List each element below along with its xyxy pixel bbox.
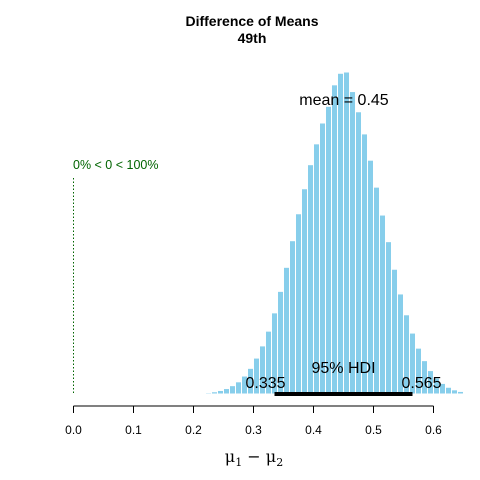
histogram-bar — [391, 268, 398, 395]
x-tick-label: 0.5 — [365, 423, 382, 437]
histogram-bar — [295, 213, 302, 395]
histogram-bar — [385, 241, 392, 395]
histogram-bar — [229, 385, 236, 395]
x-axis: 0.0 0.1 0.2 0.3 0.4 0.5 0.6 — [65, 405, 442, 437]
histogram-bar — [319, 122, 326, 395]
histogram-bar — [367, 159, 374, 395]
histogram-bar — [379, 214, 386, 395]
chart-subtitle: 49th — [238, 30, 267, 46]
histogram-bar — [457, 390, 464, 395]
histogram-bar — [349, 91, 356, 395]
x-tick-label: 0.4 — [305, 423, 322, 437]
hdi-high-label: 0.565 — [401, 375, 441, 392]
histogram-bar — [205, 392, 212, 395]
histogram-bar — [301, 188, 308, 395]
hdi-label: 95% HDI — [311, 360, 375, 377]
x-axis-label: μ1 − μ2 — [225, 447, 283, 469]
histogram-bar — [235, 381, 242, 395]
chart-title: Difference of Means — [185, 13, 318, 29]
x-tick-label: 0.1 — [125, 423, 142, 437]
histogram-bar — [313, 143, 320, 395]
x-tick-label: 0.2 — [185, 423, 202, 437]
histogram-bar — [211, 391, 218, 395]
histogram-bar — [445, 386, 452, 395]
histogram-bars — [193, 71, 464, 395]
histogram-bar — [337, 72, 344, 395]
x-tick-label: 0.3 — [245, 423, 262, 437]
x-tick-label: 0.0 — [65, 423, 82, 437]
histogram-bar — [331, 84, 338, 395]
histogram-bar — [361, 133, 368, 395]
histogram-bar — [199, 392, 206, 395]
histogram-bar — [325, 105, 332, 395]
histogram-bar — [343, 71, 350, 395]
mean-label: mean = 0.45 — [299, 92, 389, 109]
hdi-low-label: 0.335 — [245, 375, 285, 392]
histogram-bar — [451, 389, 458, 395]
histogram-bar — [355, 111, 362, 395]
histogram-bar — [223, 388, 230, 395]
histogram-bar — [217, 389, 224, 395]
comparison-label: 0% < 0 < 100% — [73, 158, 158, 172]
histogram-bar — [289, 240, 296, 395]
x-tick-label: 0.6 — [425, 423, 442, 437]
